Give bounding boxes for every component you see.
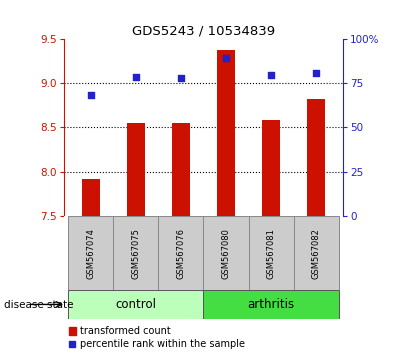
- Bar: [82, 179, 100, 216]
- Text: GSM567082: GSM567082: [312, 228, 321, 279]
- Bar: [307, 99, 325, 216]
- Bar: [68, 216, 113, 290]
- Bar: [249, 216, 293, 290]
- Bar: [203, 216, 249, 290]
- Bar: [68, 290, 203, 319]
- Title: GDS5243 / 10534839: GDS5243 / 10534839: [132, 25, 275, 38]
- Text: GSM567076: GSM567076: [176, 228, 185, 279]
- Text: GSM567075: GSM567075: [132, 228, 140, 279]
- Legend: transformed count, percentile rank within the sample: transformed count, percentile rank withi…: [69, 326, 245, 349]
- Text: disease state: disease state: [4, 300, 74, 310]
- Text: GSM567074: GSM567074: [86, 228, 95, 279]
- Bar: [217, 50, 235, 216]
- Bar: [293, 216, 339, 290]
- Point: [268, 73, 275, 78]
- Text: GSM567081: GSM567081: [267, 228, 275, 279]
- Bar: [158, 216, 203, 290]
- Point: [223, 56, 229, 61]
- Point: [132, 74, 139, 80]
- Text: control: control: [115, 298, 156, 311]
- Bar: [127, 123, 145, 216]
- Bar: [203, 290, 339, 319]
- Point: [313, 70, 319, 75]
- Bar: [113, 216, 158, 290]
- Bar: [262, 120, 280, 216]
- Bar: [172, 123, 190, 216]
- Point: [88, 92, 94, 98]
- Text: arthritis: arthritis: [247, 298, 295, 311]
- Text: GSM567080: GSM567080: [222, 228, 231, 279]
- Point: [178, 75, 184, 81]
